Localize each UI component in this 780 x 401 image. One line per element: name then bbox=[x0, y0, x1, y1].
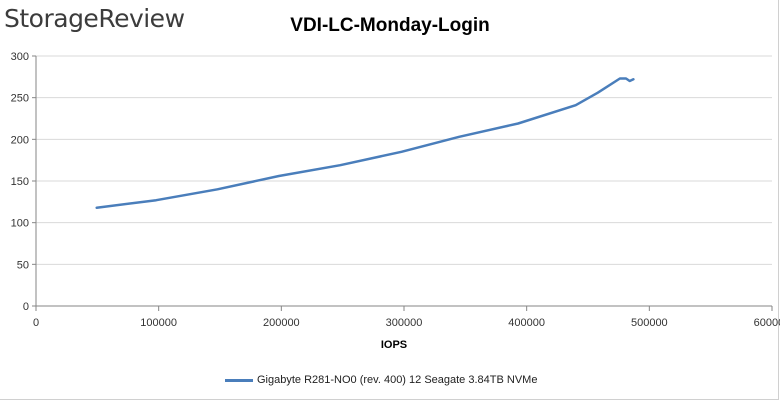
x-tick-label: 200000 bbox=[263, 317, 300, 329]
series-lines bbox=[95, 77, 635, 209]
x-tick-label: 300000 bbox=[386, 317, 423, 329]
y-tick-labels: 0 50 100 150 200 250 300 bbox=[11, 51, 29, 313]
y-tick-label: 100 bbox=[11, 218, 29, 230]
x-tick-label: 0 bbox=[33, 317, 39, 329]
y-tick-label: 300 bbox=[11, 51, 29, 63]
y-tick-label: 50 bbox=[17, 259, 29, 271]
legend-label: Gigabyte R281-NO0 (rev. 400) 12 Seagate … bbox=[257, 374, 538, 386]
storagereview-logo: StorageReview bbox=[4, 4, 185, 33]
x-tick-label: 500000 bbox=[631, 317, 668, 329]
x-axis-label: IOPS bbox=[381, 339, 407, 351]
y-tick-label: 250 bbox=[11, 93, 29, 105]
x-tick-label: 400000 bbox=[508, 317, 545, 329]
y-tick-label: 150 bbox=[11, 176, 29, 188]
gridlines bbox=[36, 55, 772, 265]
legend-swatch bbox=[225, 378, 253, 382]
x-tick-label: 100000 bbox=[140, 317, 177, 329]
chart-title: VDI-LC-Monday-Login bbox=[0, 15, 780, 37]
x-tick-labels: 0 100000 200000 300000 400000 500000 600000 bbox=[33, 317, 780, 329]
axes bbox=[32, 55, 773, 311]
y-tick-label: 200 bbox=[11, 134, 29, 146]
x-tick-label: 600000 bbox=[754, 317, 780, 329]
series-line-0 bbox=[95, 77, 635, 209]
legend: Gigabyte R281-NO0 (rev. 400) 12 Seagate … bbox=[225, 374, 537, 386]
chart-title-text: VDI-LC-Monday-Login bbox=[290, 15, 490, 36]
y-tick-label: 0 bbox=[23, 301, 29, 313]
